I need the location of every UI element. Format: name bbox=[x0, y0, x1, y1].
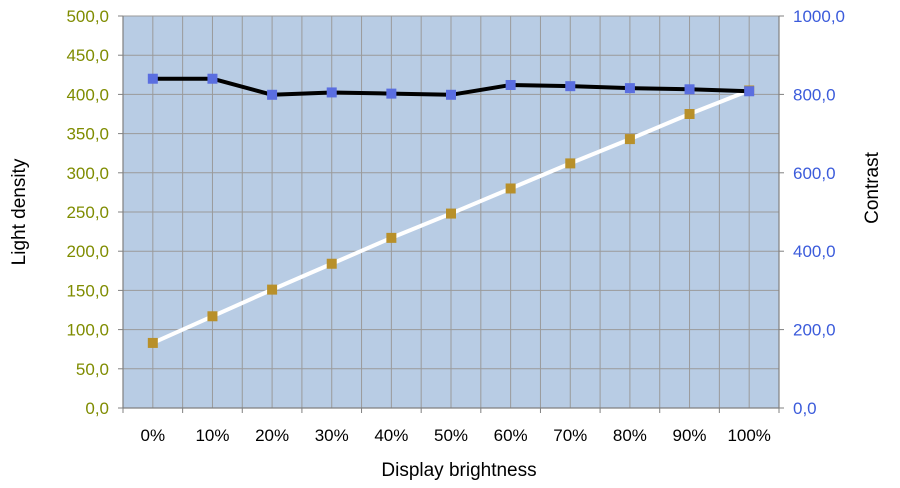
data-point-marker bbox=[326, 258, 337, 269]
data-point-marker bbox=[267, 89, 278, 100]
left-tick-label: 150,0 bbox=[66, 281, 109, 300]
x-axis-ticks: 0% 10% 20% 30% 40% 50% 60% 70% 80% 90% 100% bbox=[122, 408, 780, 445]
series-right-axis bbox=[147, 73, 755, 100]
data-point-marker bbox=[326, 87, 337, 98]
series-left-axis bbox=[147, 85, 755, 348]
right-axis-title: Contrast bbox=[862, 151, 883, 224]
right-tick-label: 800,0 bbox=[793, 85, 836, 104]
data-point-marker bbox=[147, 337, 158, 348]
left-tick-label: 200,0 bbox=[66, 242, 109, 261]
left-tick-label: 350,0 bbox=[66, 125, 109, 144]
right-tick-label: 200,0 bbox=[793, 321, 836, 340]
data-point-marker bbox=[267, 284, 278, 295]
right-tick-label: 1000,0 bbox=[793, 7, 845, 26]
data-point-marker bbox=[565, 81, 576, 92]
x-tick-label: 90% bbox=[673, 426, 707, 445]
data-point-marker bbox=[565, 158, 576, 169]
data-point-marker bbox=[744, 86, 755, 97]
data-point-marker bbox=[505, 79, 516, 90]
left-tick-label: 400,0 bbox=[66, 85, 109, 104]
x-tick-label: 80% bbox=[613, 426, 647, 445]
x-axis-title: Display brightness bbox=[381, 460, 536, 481]
data-point-marker bbox=[446, 89, 456, 100]
left-tick-label: 50,0 bbox=[76, 360, 109, 379]
right-tick-label: 0,0 bbox=[793, 399, 817, 418]
right-axis-ticks: 0,0 200,0 400,0 600,0 800,0 1000,0 bbox=[779, 7, 845, 418]
right-tick-label: 400,0 bbox=[793, 242, 836, 261]
x-tick-label: 10% bbox=[195, 426, 229, 445]
data-point-marker bbox=[147, 73, 158, 84]
x-tick-label: 30% bbox=[315, 426, 349, 445]
x-tick-label: 20% bbox=[255, 426, 289, 445]
left-tick-label: 100,0 bbox=[66, 321, 109, 340]
data-point-marker bbox=[386, 88, 397, 99]
x-tick-label: 0% bbox=[141, 426, 166, 445]
data-point-marker bbox=[446, 208, 456, 219]
data-point-marker bbox=[505, 183, 516, 194]
x-tick-label: 70% bbox=[553, 426, 587, 445]
data-point-marker bbox=[386, 232, 397, 243]
left-tick-label: 300,0 bbox=[66, 164, 109, 183]
x-tick-label: 60% bbox=[494, 426, 528, 445]
data-point-marker bbox=[684, 84, 695, 95]
left-tick-label: 500,0 bbox=[66, 7, 109, 26]
left-tick-label: 450,0 bbox=[66, 46, 109, 65]
x-tick-label: 40% bbox=[374, 426, 408, 445]
x-tick-label: 50% bbox=[434, 426, 468, 445]
data-point-marker bbox=[624, 134, 635, 145]
data-point-marker bbox=[207, 311, 218, 322]
left-tick-label: 250,0 bbox=[66, 203, 109, 222]
left-tick-label: 0,0 bbox=[85, 399, 109, 418]
data-point-marker bbox=[624, 83, 635, 94]
data-point-marker bbox=[207, 73, 218, 84]
left-axis-ticks: 0,0 50,0 100,0 150,0 200,0 250,0 300,0 350,0 400… bbox=[66, 7, 123, 418]
data-point-marker bbox=[684, 109, 695, 119]
right-tick-label: 600,0 bbox=[793, 164, 836, 183]
x-tick-label: 100% bbox=[727, 426, 770, 445]
series-layer bbox=[147, 73, 755, 348]
left-axis-title: Light density bbox=[9, 158, 30, 265]
